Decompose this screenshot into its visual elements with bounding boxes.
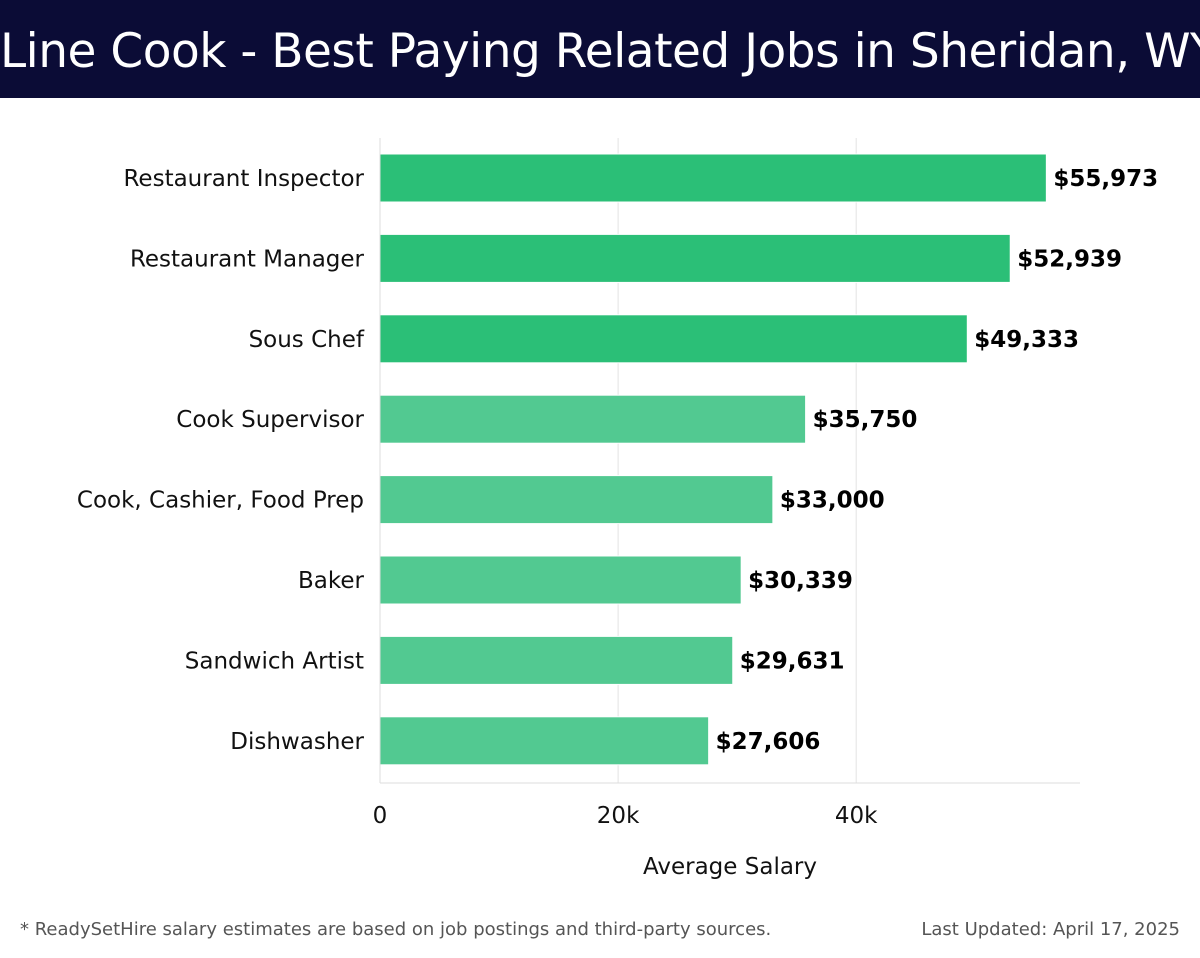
category-label-cook-supervisor: Cook Supervisor [176, 407, 364, 433]
category-label-sandwich-artist: Sandwich Artist [185, 648, 364, 674]
value-label-baker: $30,339 [748, 568, 853, 594]
value-label-sandwich-artist: $29,631 [740, 648, 845, 674]
footnote: * ReadySetHire salary estimates are base… [20, 919, 772, 940]
bar-restaurant-inspector [379, 153, 1047, 203]
bar-cook-cashier-food-prep [379, 475, 774, 525]
x-tick-label-0: 0 [373, 803, 388, 829]
category-label-sous-chef: Sous Chef [249, 327, 365, 353]
bar-layer [379, 153, 1047, 766]
category-label-restaurant-inspector: Restaurant Inspector [123, 166, 364, 192]
value-label-dishwasher: $27,606 [716, 729, 821, 755]
bar-dishwasher [379, 716, 710, 766]
value-label-cook-cashier-food-prep: $33,000 [780, 488, 885, 514]
bar-cook-supervisor [379, 394, 807, 444]
category-label-restaurant-manager: Restaurant Manager [130, 246, 365, 272]
bar-restaurant-manager [379, 233, 1011, 283]
label-layer: Restaurant Inspector $55,973 Restaurant Ma… [77, 166, 1158, 755]
bar-sous-chef [379, 314, 968, 364]
category-label-baker: Baker [298, 568, 365, 594]
value-label-cook-supervisor: $35,750 [813, 407, 918, 433]
value-label-restaurant-inspector: $55,973 [1053, 166, 1158, 192]
x-axis-label: Average Salary [643, 854, 817, 880]
chart-title: Line Cook - Best Paying Related Jobs in … [0, 24, 1200, 79]
x-tick-label-40k: 40k [835, 803, 878, 829]
bar-sandwich-artist [379, 635, 734, 685]
value-label-restaurant-manager: $52,939 [1017, 246, 1122, 272]
x-tick-label-20k: 20k [597, 803, 640, 829]
axis-layer: 0 20k 40k Average Salary [373, 138, 1080, 880]
bar-baker [379, 555, 742, 605]
value-label-sous-chef: $49,333 [974, 327, 1079, 353]
bar-chart: Restaurant Inspector $55,973 Restaurant Ma… [77, 138, 1158, 880]
last-updated: Last Updated: April 17, 2025 [921, 919, 1180, 940]
title-bar: Line Cook - Best Paying Related Jobs in … [0, 0, 1200, 98]
category-label-dishwasher: Dishwasher [230, 729, 364, 755]
category-label-cook-cashier-food-prep: Cook, Cashier, Food Prep [77, 488, 364, 514]
